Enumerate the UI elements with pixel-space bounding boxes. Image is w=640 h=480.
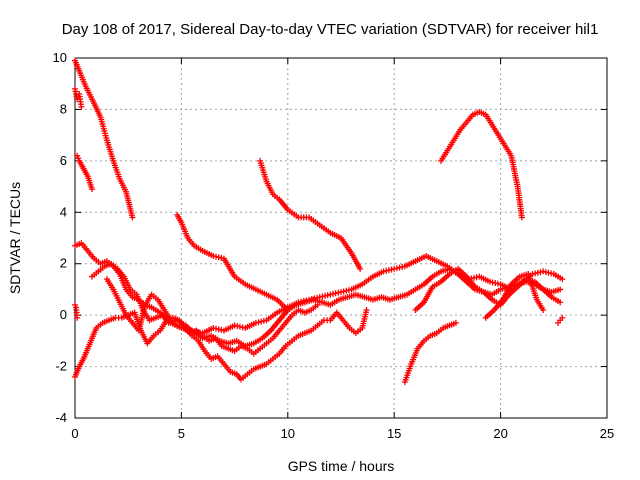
y-axis-label: SDTVAR / TECUs [7, 182, 23, 294]
y-tick-label: 8 [60, 101, 67, 116]
chart-title: Day 108 of 2017, Sidereal Day-to-day VTE… [62, 21, 599, 38]
series-arc-4 [174, 211, 291, 313]
y-tick-label: -4 [55, 410, 67, 425]
data-point [559, 276, 566, 283]
y-tick-label: -2 [55, 359, 67, 374]
series-arc-9 [72, 307, 370, 383]
series-arc-10 [103, 276, 321, 357]
series-arc-11 [401, 319, 459, 385]
y-tick-label: 10 [53, 50, 67, 65]
x-tick-label: 10 [281, 426, 295, 441]
y-tick-label: 4 [60, 204, 67, 219]
data-point [557, 286, 564, 293]
data-point [314, 301, 321, 308]
series-arc-3 [74, 152, 96, 193]
series-arc-5 [257, 157, 364, 272]
series-arc-13 [482, 271, 547, 321]
series-arc-7 [72, 240, 566, 337]
data-point [559, 314, 566, 321]
data-point [129, 214, 136, 221]
axis-ticks: 0 5 10 15 20 25 -4 -2 0 2 4 6 8 10 [53, 50, 615, 441]
data-point [540, 307, 547, 313]
x-tick-label: 15 [387, 426, 401, 441]
data-point [78, 103, 85, 110]
data-point [518, 214, 525, 221]
data-point [452, 319, 459, 326]
series-arc-15 [72, 301, 81, 321]
x-tick-label: 25 [600, 426, 614, 441]
series-arc-1 [72, 57, 136, 221]
data-point [557, 299, 564, 306]
plot-frame [74, 57, 608, 419]
y-tick-label: 6 [60, 153, 67, 168]
series-arc-14 [555, 314, 566, 326]
data-point [363, 307, 370, 313]
x-axis-label: GPS time / hours [288, 458, 395, 474]
data-point [357, 265, 364, 272]
y-tick-label: 0 [60, 307, 67, 322]
x-tick-label: 5 [178, 426, 185, 441]
x-tick-label: 0 [71, 426, 78, 441]
x-tick-label: 20 [493, 426, 507, 441]
series-arc-2 [72, 85, 85, 110]
data-points [72, 57, 566, 385]
y-tick-label: 2 [60, 256, 67, 271]
data-point [74, 314, 81, 321]
series-arc-6 [438, 109, 525, 221]
data-point [89, 186, 96, 193]
